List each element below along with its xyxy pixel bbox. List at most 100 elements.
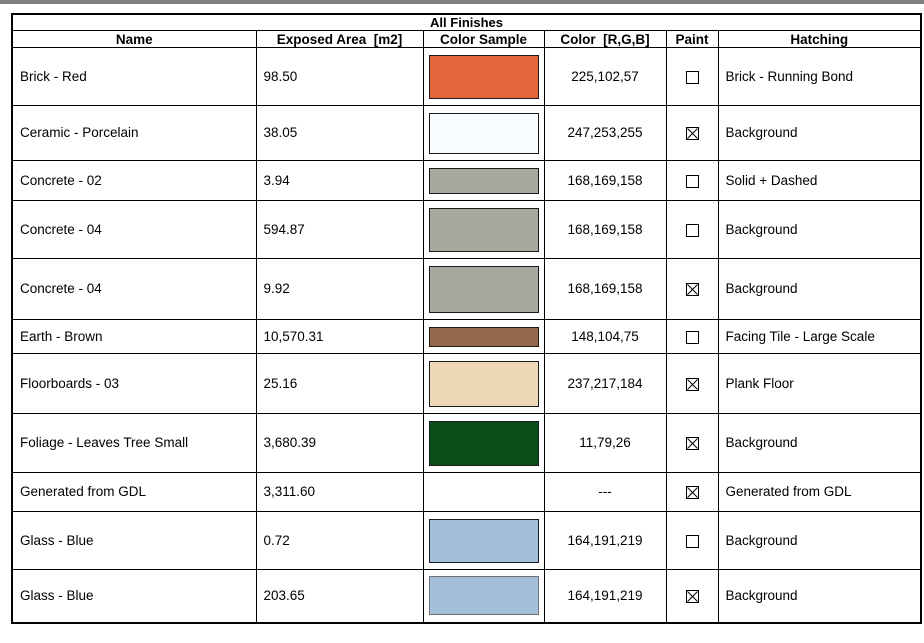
table-row: Concrete - 02 3.94 168,169,158 Solid + Dash… [11, 160, 922, 201]
hatching-cell: Brick - Running Bond [717, 47, 922, 106]
color-sample-cell [422, 105, 545, 161]
table-row: Brick - Red 98.50 225,102,57 Brick - Runnin… [11, 47, 922, 106]
paint-checkbox[interactable] [685, 486, 699, 500]
x-mark-icon [686, 591, 698, 602]
paint-checkbox[interactable] [685, 127, 699, 141]
col-header-hatching: Hatching [717, 30, 922, 48]
x-mark-icon [686, 128, 698, 140]
hatching-cell: Background [717, 258, 922, 320]
color-swatch [428, 420, 539, 466]
paint-checkbox[interactable] [685, 534, 699, 548]
table-row: Floorboards - 03 25.16 237,217,184 Plank Fl… [11, 353, 922, 414]
finish-name-cell: Floorboards - 03 [11, 353, 257, 414]
color-sample-cell [422, 413, 545, 473]
color-rgb-cell: 237,217,184 [543, 353, 667, 414]
color-rgb-cell: --- [543, 472, 667, 512]
paint-cell [665, 511, 719, 570]
hatching-cell: Plank Floor [717, 353, 922, 414]
finishes-schedule: All Finishes Name Exposed Area [m2] Colo… [11, 13, 923, 624]
finish-name-cell: Earth - Brown [11, 319, 257, 354]
exposed-area-cell: 10,570.31 [255, 319, 424, 354]
finish-name-cell: Concrete - 04 [11, 258, 257, 320]
hatching-cell: Background [717, 511, 922, 570]
paint-cell [665, 569, 719, 623]
hatching-cell: Background [717, 105, 922, 161]
x-mark-icon [686, 284, 698, 296]
color-sample-cell [422, 319, 545, 354]
color-rgb-cell: 168,169,158 [543, 258, 667, 320]
paint-cell [665, 200, 719, 259]
table-row: Earth - Brown 10,570.31 148,104,75 Facing T… [11, 319, 922, 354]
table-row: Generated from GDL 3,311.60 --- Generated f… [11, 472, 922, 512]
finish-name-cell: Glass - Blue [11, 569, 257, 623]
color-swatch [428, 576, 539, 616]
finish-name-cell: Foliage - Leaves Tree Small [11, 413, 257, 473]
x-mark-icon [686, 378, 698, 390]
hatching-cell: Facing Tile - Large Scale [717, 319, 922, 354]
paint-checkbox[interactable] [685, 223, 699, 237]
color-rgb-cell: 225,102,57 [543, 47, 667, 106]
col-header-name: Name [11, 30, 257, 48]
table-row: Concrete - 04 9.92 168,169,158 Background [11, 258, 922, 320]
x-mark-icon [686, 438, 698, 450]
window-edge-strip [0, 0, 924, 4]
color-rgb-cell: 11,79,26 [543, 413, 667, 473]
hatching-cell: Generated from GDL [717, 472, 922, 512]
paint-checkbox[interactable] [685, 589, 699, 603]
color-sample-cell [422, 353, 545, 414]
color-sample-cell [422, 160, 545, 201]
exposed-area-cell: 25.16 [255, 353, 424, 414]
color-swatch [428, 167, 539, 194]
hatching-cell: Background [717, 569, 922, 623]
color-swatch [428, 54, 539, 99]
color-swatch [428, 326, 539, 347]
table-row: Glass - Blue 203.65 164,191,219 Background [11, 569, 922, 623]
col-header-color-rgb: Color [R,G,B] [543, 30, 667, 48]
exposed-area-cell: 3,680.39 [255, 413, 424, 473]
paint-cell [665, 413, 719, 473]
exposed-area-cell: 203.65 [255, 569, 424, 623]
color-sample-cell [422, 569, 545, 623]
exposed-area-cell: 38.05 [255, 105, 424, 161]
finish-name-cell: Ceramic - Porcelain [11, 105, 257, 161]
paint-checkbox[interactable] [685, 283, 699, 297]
color-swatch [428, 112, 539, 154]
table-row: Glass - Blue 0.72 164,191,219 Background [11, 511, 922, 570]
color-rgb-cell: 168,169,158 [543, 200, 667, 259]
finish-name-cell: Concrete - 02 [11, 160, 257, 201]
finish-name-cell: Glass - Blue [11, 511, 257, 570]
schedule-title: All Finishes [11, 13, 922, 31]
color-rgb-cell: 168,169,158 [543, 160, 667, 201]
color-rgb-cell: 247,253,255 [543, 105, 667, 161]
paint-checkbox[interactable] [685, 437, 699, 451]
exposed-area-cell: 3.94 [255, 160, 424, 201]
color-sample-cell [422, 472, 545, 512]
col-header-exposed-area: Exposed Area [m2] [255, 30, 424, 48]
paint-cell [665, 47, 719, 106]
color-sample-cell [422, 511, 545, 570]
hatching-cell: Background [717, 200, 922, 259]
schedule-title-row: All Finishes [11, 13, 922, 31]
paint-checkbox[interactable] [685, 174, 699, 188]
color-sample-cell [422, 47, 545, 106]
paint-cell [665, 353, 719, 414]
paint-checkbox[interactable] [685, 377, 699, 391]
color-swatch [428, 265, 539, 313]
paint-checkbox[interactable] [685, 330, 699, 344]
finish-name-cell: Brick - Red [11, 47, 257, 106]
table-row: Foliage - Leaves Tree Small 3,680.39 11,79… [11, 413, 922, 473]
paint-checkbox[interactable] [685, 70, 699, 84]
paint-cell [665, 472, 719, 512]
finish-name-cell: Concrete - 04 [11, 200, 257, 259]
color-sample-cell [422, 200, 545, 259]
color-rgb-cell: 148,104,75 [543, 319, 667, 354]
exposed-area-cell: 0.72 [255, 511, 424, 570]
paint-cell [665, 160, 719, 201]
color-rgb-cell: 164,191,219 [543, 511, 667, 570]
table-row: Concrete - 04 594.87 168,169,158 Background [11, 200, 922, 259]
finish-name-cell: Generated from GDL [11, 472, 257, 512]
exposed-area-cell: 594.87 [255, 200, 424, 259]
hatching-cell: Background [717, 413, 922, 473]
color-swatch [428, 207, 539, 252]
col-header-color-sample: Color Sample [422, 30, 545, 48]
